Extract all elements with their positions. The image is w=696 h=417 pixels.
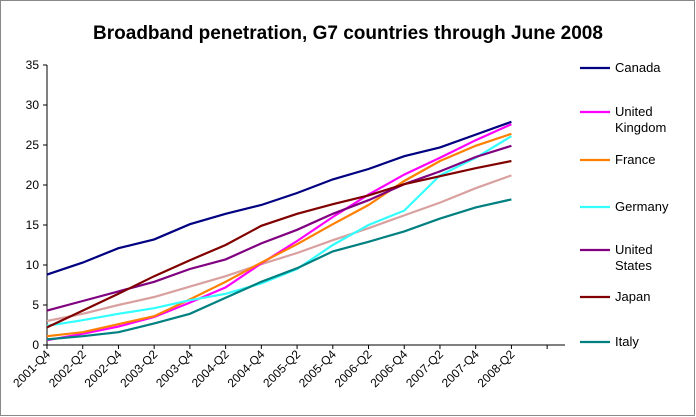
series-line xyxy=(46,120,512,276)
legend-label: United Kingdom xyxy=(615,104,667,135)
y-tick-label: 10 xyxy=(26,258,40,272)
y-tick-label: 20 xyxy=(26,178,40,192)
series-line xyxy=(46,198,512,341)
y-tick-label: 15 xyxy=(26,218,40,232)
legend-label: United States xyxy=(615,242,653,273)
legend-label: Italy xyxy=(615,334,639,349)
series-line xyxy=(46,159,512,329)
series-line xyxy=(46,132,512,338)
legend-label: France xyxy=(615,152,656,167)
y-tick-label: 30 xyxy=(26,98,40,112)
series-line xyxy=(46,135,512,327)
chart-title: Broadband penetration, G7 countries thro… xyxy=(93,23,603,44)
y-tick-label: 0 xyxy=(32,338,39,352)
legend-label: Japan xyxy=(615,289,651,304)
y-tick-label: 35 xyxy=(26,58,40,72)
y-tick-label: 25 xyxy=(26,138,40,152)
legend-label: Canada xyxy=(615,60,661,75)
y-tick-label: 5 xyxy=(32,298,39,312)
series-line xyxy=(46,174,512,323)
legend-label: Germany xyxy=(615,199,669,214)
